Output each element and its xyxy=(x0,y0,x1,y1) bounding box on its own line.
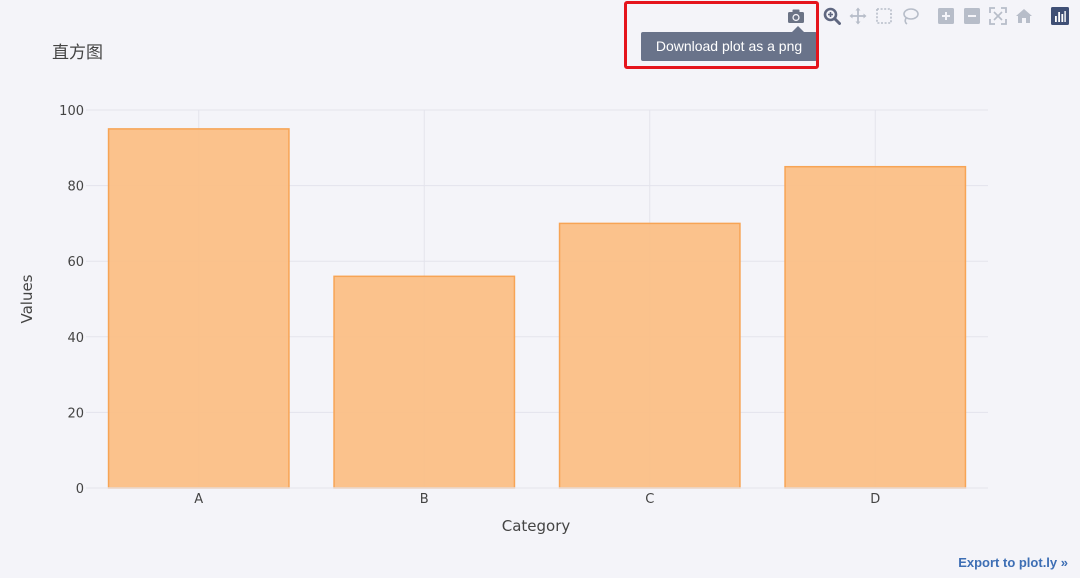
y-axis-label: Values xyxy=(18,274,36,323)
autoscale-icon xyxy=(989,7,1007,25)
y-tick-label: 100 xyxy=(59,104,84,119)
export-to-plotly-link[interactable]: Export to plot.ly » xyxy=(958,555,1068,570)
bars xyxy=(107,128,967,489)
modebar xyxy=(786,6,1076,26)
zoom-button[interactable] xyxy=(822,6,842,26)
lasso-select-icon xyxy=(903,8,919,25)
axes: 0 20 40 60 80 100 A B C D xyxy=(59,104,988,507)
download-tooltip: Download plot as a png xyxy=(641,32,817,61)
x-tick-label: A xyxy=(194,492,203,507)
lasso-select-button[interactable] xyxy=(900,6,920,26)
x-tick-label: D xyxy=(870,492,880,507)
reset-axes-button[interactable] xyxy=(1014,6,1034,26)
y-tick-label: 60 xyxy=(67,255,84,270)
zoom-out-button[interactable] xyxy=(962,6,982,26)
y-tick-label: 80 xyxy=(67,180,84,195)
bar-A[interactable] xyxy=(107,128,290,489)
y-tick-label: 0 xyxy=(76,482,84,497)
camera-icon xyxy=(788,9,804,23)
reset-axes-icon xyxy=(1016,9,1032,23)
autoscale-button[interactable] xyxy=(988,6,1008,26)
zoom-in-icon xyxy=(938,8,954,24)
zoom-in-button[interactable] xyxy=(936,6,956,26)
x-tick-label: C xyxy=(645,492,654,507)
tooltip-arrow xyxy=(792,26,804,32)
camera-button[interactable] xyxy=(786,6,806,26)
bar-D[interactable] xyxy=(784,165,967,489)
x-tick-label: B xyxy=(420,492,429,507)
annotation-highlight-box xyxy=(624,1,819,69)
bar-B[interactable] xyxy=(333,275,516,489)
zoom-icon xyxy=(823,7,841,25)
x-axis-label: Category xyxy=(502,517,571,535)
box-select-icon xyxy=(876,8,892,24)
y-tick-label: 20 xyxy=(67,406,84,421)
plot-title: 直方图 xyxy=(52,43,103,63)
zoom-out-icon xyxy=(964,8,980,24)
bar-C[interactable] xyxy=(558,222,741,489)
pan-icon xyxy=(849,7,867,25)
y-tick-label: 40 xyxy=(67,331,84,346)
box-select-button[interactable] xyxy=(874,6,894,26)
pan-button[interactable] xyxy=(848,6,868,26)
plotly-logo-icon xyxy=(1051,7,1069,25)
plotly-logo-button[interactable] xyxy=(1050,6,1070,26)
